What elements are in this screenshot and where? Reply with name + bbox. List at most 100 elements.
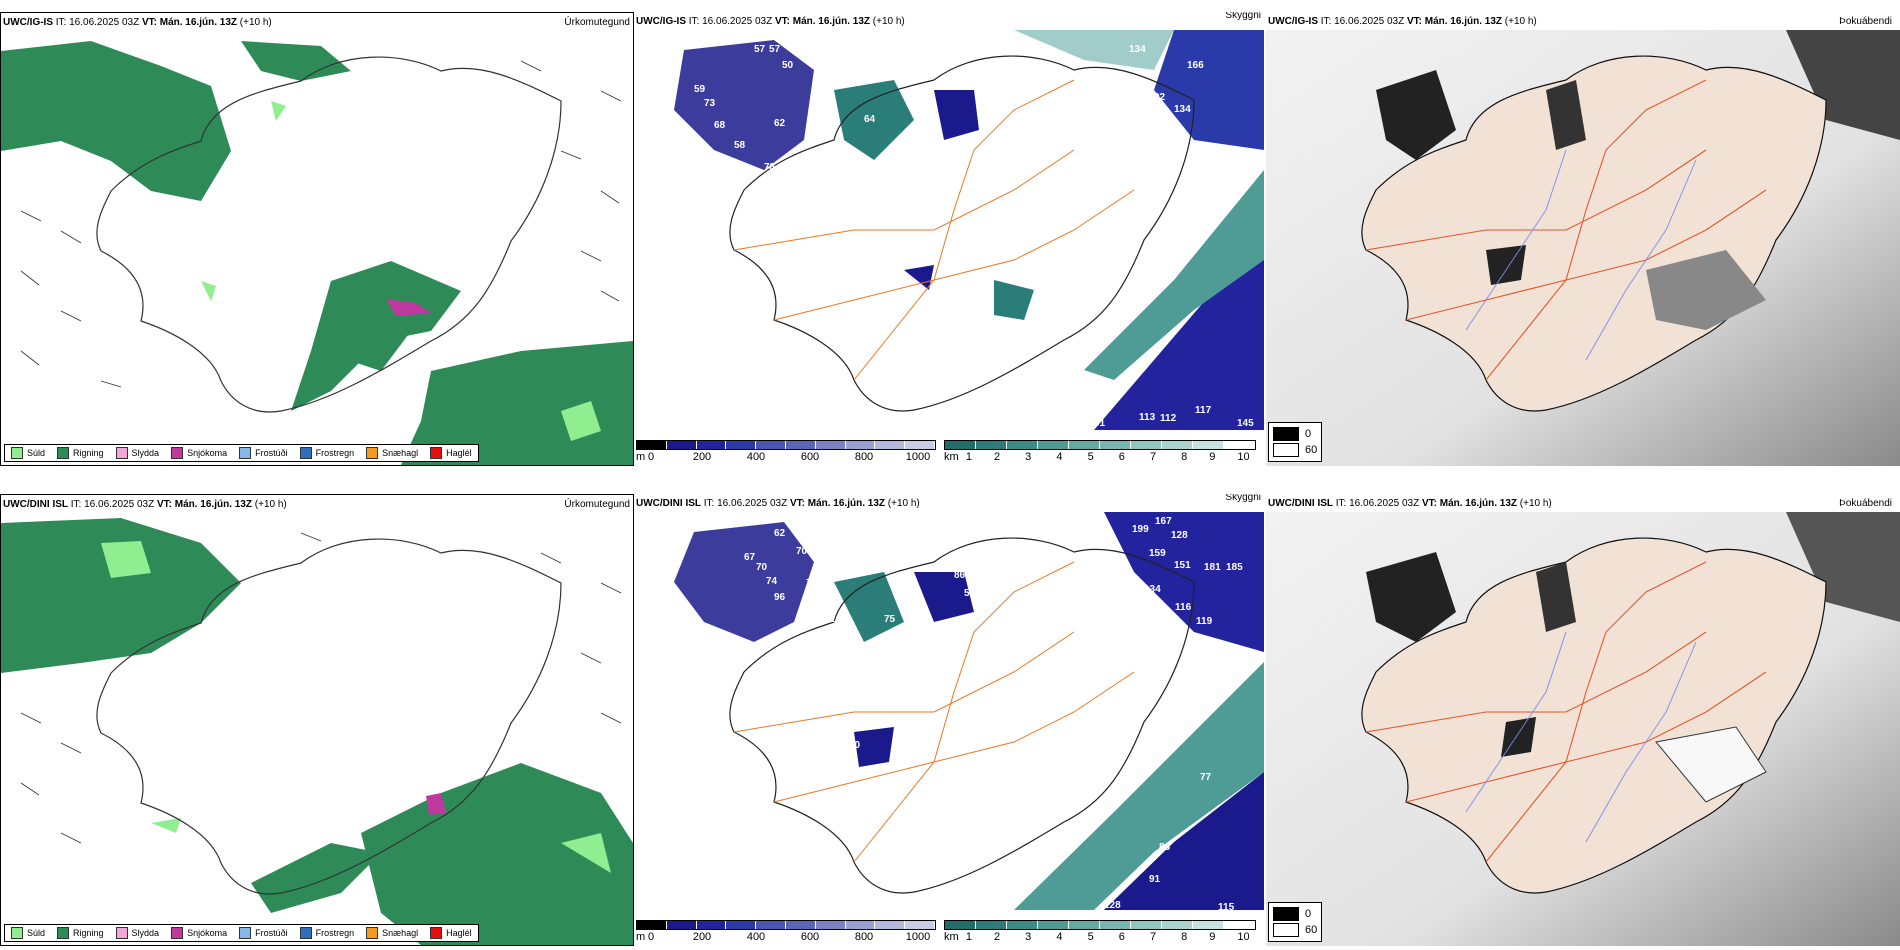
scale-swatch <box>1038 921 1069 929</box>
scale-unit: m <box>636 451 646 463</box>
scale-swatch <box>637 921 667 929</box>
it-value: 16.06.2025 03Z <box>1349 498 1420 509</box>
fog-legend-item: 0 <box>1273 426 1317 442</box>
visibility-value: 112 <box>1149 112 1166 123</box>
visibility-value: 134 <box>1129 44 1146 55</box>
legend-label: Rigning <box>73 448 104 458</box>
model-name: UWC/DINI ISL <box>1268 498 1333 509</box>
tick-label: 9 <box>1209 451 1216 463</box>
scale-swatch <box>976 441 1007 449</box>
visibility-value: 50 <box>782 60 794 71</box>
visibility-value: 128 <box>1171 530 1188 541</box>
it-label: IT: <box>70 499 82 510</box>
tick-label: 2 <box>993 931 1001 943</box>
tick-label: 0 <box>647 451 655 463</box>
scale-swatch <box>1193 921 1224 929</box>
fog-legend-item: 60 <box>1273 922 1317 938</box>
visibility-value: 167 <box>1155 516 1172 527</box>
tick-label: 6 <box>1118 451 1125 463</box>
visibility-value: 115 <box>1218 902 1235 910</box>
scale-swatch <box>815 921 846 929</box>
legend-swatch <box>299 447 312 459</box>
legend-item: Snjókoma <box>171 927 227 939</box>
visibility-value: 57 <box>769 44 781 55</box>
visibility-value: 91 <box>1149 874 1161 885</box>
legend-item: Slydda <box>115 927 159 939</box>
visibility-value: 73 <box>704 98 716 109</box>
precip-panel-row2: UWC/DINI ISL IT: 16.06.2025 03Z VT: Mán.… <box>0 494 634 946</box>
lead-time: (+10 h) <box>239 17 272 28</box>
visibility-value: 67 <box>744 552 756 563</box>
visibility-value: 77 <box>1200 772 1212 783</box>
legend-label: Haglél <box>446 448 472 458</box>
lead-time: (+10 h) <box>1504 16 1537 27</box>
legend-item: Frostregn <box>299 447 354 459</box>
visibility-value: 86 <box>954 570 966 581</box>
fog-legend: 0 60 <box>1268 422 1323 462</box>
tick-label: 4 <box>1056 451 1063 463</box>
tick-label: 6 <box>1118 931 1125 943</box>
tick-label: 0 <box>647 931 655 943</box>
scale-unit: km <box>944 451 959 463</box>
visibility-value: 85 <box>972 570 984 581</box>
vt-label: VT: <box>141 17 157 28</box>
tick-label: 800 <box>854 931 874 943</box>
visibility-value: 114 <box>1170 128 1187 139</box>
legend-label: Frostúði <box>255 928 288 938</box>
it-label: IT: <box>1320 16 1332 27</box>
scale-swatch <box>875 441 906 449</box>
scale-swatch <box>1069 921 1100 929</box>
height-scale-bar <box>636 920 936 930</box>
scale-swatch <box>1162 921 1193 929</box>
wind-barbs <box>20 532 622 844</box>
legend-item: Rigning <box>57 447 104 459</box>
visibility-value: 128 <box>1104 900 1121 910</box>
legend-label: Slydda <box>131 448 160 458</box>
km-scale-ticks: km 1 2 3 4 5 6 7 8 9 10 <box>944 930 1256 944</box>
vt-label: VT: <box>1421 498 1437 509</box>
visibility-value: 76 <box>806 578 818 589</box>
visibility-value: 228 <box>974 337 991 348</box>
legend-item: Frostregn <box>299 927 354 939</box>
it-value: 16.06.2025 03Z <box>702 16 773 27</box>
scale-swatch <box>1193 441 1224 449</box>
visibility-value: 116 <box>1175 602 1192 613</box>
visibility-value: 112 <box>1160 413 1177 424</box>
visibility-value: 74 <box>766 576 778 587</box>
river-network <box>1465 631 1697 843</box>
km-scale-bar <box>944 920 1256 930</box>
height-scale-ticks: m 0 200 400 600 800 1000 <box>636 930 936 944</box>
fog-swatch <box>1273 427 1299 441</box>
lead-time: (+10 h) <box>872 16 905 27</box>
visibility-value: 57 <box>904 162 916 173</box>
scale-swatch <box>785 441 816 449</box>
legend-label: Súld <box>27 928 46 938</box>
fog-map <box>1266 512 1900 946</box>
scale-unit: m <box>636 931 646 943</box>
panel-header: UWC/DINI ISL IT: 16.06.2025 03Z VT: Mán.… <box>1 495 633 515</box>
scale-swatch <box>875 921 906 929</box>
precip-map <box>1 518 633 945</box>
wind-barbs <box>20 60 622 388</box>
visibility-value: 60 <box>849 740 861 751</box>
tick-label: 600 <box>800 931 820 943</box>
tick-label: 10 <box>1237 931 1250 943</box>
it-value: 16.06.2025 03Z <box>84 499 155 510</box>
legend-swatch <box>239 927 252 939</box>
visibility-value: 75 <box>884 614 896 625</box>
legend-item: Frostúði <box>239 447 288 459</box>
scale-swatch <box>845 441 876 449</box>
vt-value: Mán. 16.jún. 13Z <box>1439 498 1517 509</box>
legend-swatch <box>171 447 184 459</box>
vt-label: VT: <box>1406 16 1422 27</box>
fog-swatch <box>1273 443 1299 457</box>
it-value: 16.06.2025 03Z <box>69 17 140 28</box>
fog-map <box>1266 30 1900 466</box>
road-network <box>1365 79 1767 381</box>
visibility-value: 92 <box>1154 92 1166 103</box>
visibility-value: 108 <box>1160 622 1177 633</box>
scale-swatch <box>905 921 935 929</box>
